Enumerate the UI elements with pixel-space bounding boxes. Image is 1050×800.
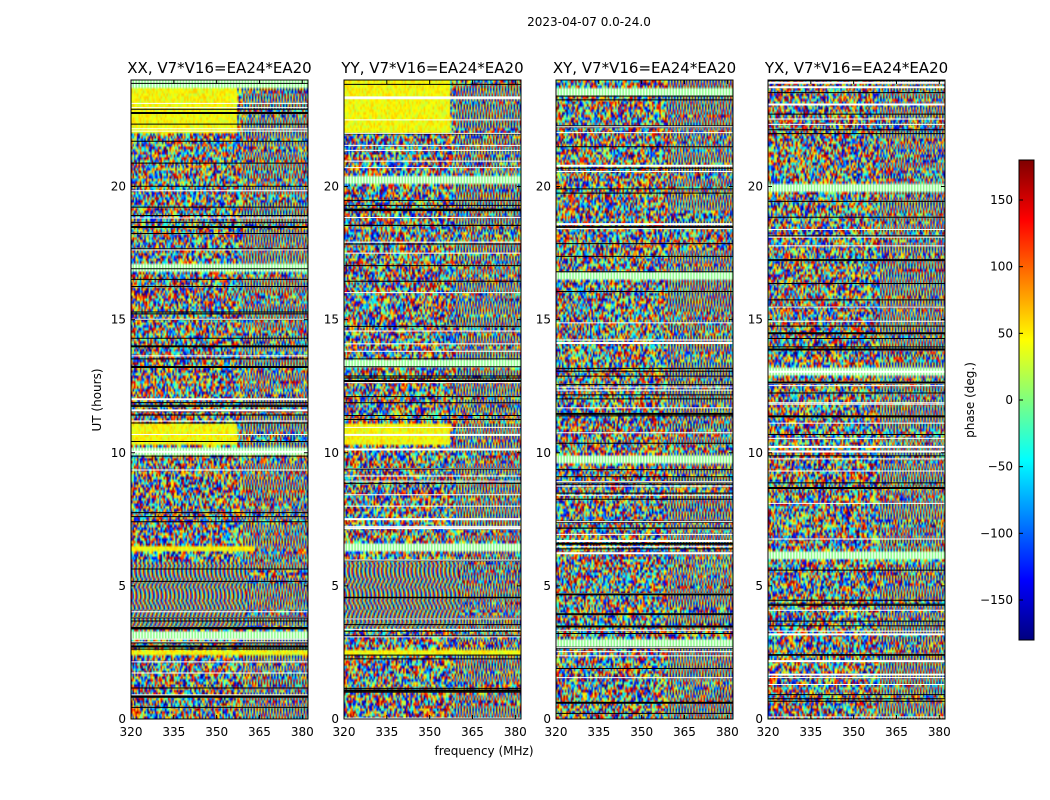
colorbar-label: phase (deg.) (963, 362, 977, 438)
figure-title: 2023-04-07 0.0-24.0 (527, 15, 651, 29)
y-tick-label: 15 (324, 313, 339, 327)
x-tick-label: 335 (375, 725, 398, 739)
colorbar-tick-label: −100 (980, 526, 1013, 540)
y-tick-label: 20 (536, 180, 551, 194)
x-axis-label: frequency (MHz) (434, 744, 533, 758)
colorbar: −150 −100 −50 0 50 100 150 phase (deg.) (963, 159, 1035, 641)
y-tick-label: 15 (536, 313, 551, 327)
y-tick-label: 10 (324, 446, 339, 460)
y-tick-label: 15 (111, 313, 126, 327)
colorbar-tick-label: −50 (988, 460, 1013, 474)
phase-image (768, 80, 945, 719)
y-axis-label: UT (hours) (90, 368, 104, 431)
y-tick-label: 10 (748, 446, 763, 460)
y-tick-label: 10 (536, 446, 551, 460)
x-tick-label: 380 (716, 725, 739, 739)
x-tick-label: 320 (333, 725, 356, 739)
phase-image (344, 80, 521, 719)
x-tick-label: 365 (461, 725, 484, 739)
colorbar-tick-label: 0 (1005, 393, 1013, 407)
x-tick-label: 365 (885, 725, 908, 739)
x-tick-label: 335 (587, 725, 610, 739)
colorbar-tick-label: 100 (990, 260, 1013, 274)
y-tick-label: 0 (331, 712, 339, 726)
x-tick-label: 350 (842, 725, 865, 739)
y-tick-label: 0 (755, 712, 763, 726)
x-tick-label: 320 (120, 725, 143, 739)
panel-title: XX, V7*V16=EA24*EA20 (127, 59, 311, 77)
x-tick-label: 350 (630, 725, 653, 739)
x-tick-label: 380 (928, 725, 951, 739)
panel-yx: YX, V7*V16=EA24*EA20 320 335 350 365 380 0 5 10 1… (748, 59, 951, 739)
panel-title: YY, V7*V16=EA24*EA20 (340, 59, 523, 77)
y-tick-label: 20 (748, 180, 763, 194)
x-tick-label: 365 (673, 725, 696, 739)
x-tick-label: 350 (418, 725, 441, 739)
panel-title: XY, V7*V16=EA24*EA20 (553, 59, 736, 77)
axes-frame (343, 79, 522, 720)
y-tick-label: 5 (118, 579, 126, 593)
axes-frame (767, 79, 946, 720)
x-tick-label: 320 (757, 725, 780, 739)
y-tick-label: 0 (543, 712, 551, 726)
panel-title: YX, V7*V16=EA24*EA20 (764, 59, 948, 77)
axes-frame (130, 79, 309, 720)
y-tick-label: 5 (543, 579, 551, 593)
panel-xx: XX, V7*V16=EA24*EA20 320 335 350 365 380 0 5 10 1… (111, 59, 314, 739)
colorbar-tick-label: 150 (990, 193, 1013, 207)
x-tick-label: 365 (248, 725, 271, 739)
panels: XX, V7*V16=EA24*EA20 320 335 350 365 380 0 5 10 1… (111, 59, 951, 739)
x-tick-label: 380 (291, 725, 314, 739)
y-tick-label: 10 (111, 446, 126, 460)
x-tick-label: 335 (799, 725, 822, 739)
y-tick-label: 15 (748, 313, 763, 327)
panel-xy: XY, V7*V16=EA24*EA20 320 335 350 365 380 0 5 10 1… (536, 59, 739, 739)
x-tick-label: 350 (205, 725, 228, 739)
y-tick-label: 5 (755, 579, 763, 593)
x-tick-label: 320 (545, 725, 568, 739)
x-tick-label: 335 (162, 725, 185, 739)
colorbar-tick-label: 50 (998, 326, 1013, 340)
x-tick-label: 380 (504, 725, 527, 739)
y-tick-label: 20 (324, 180, 339, 194)
y-tick-label: 20 (111, 180, 126, 194)
axes-frame (555, 79, 734, 720)
panel-yy: YY, V7*V16=EA24*EA20 320 335 350 365 380 0 5 10 1… (324, 59, 527, 739)
y-tick-label: 5 (331, 579, 339, 593)
colorbar-tick-label: −150 (980, 593, 1013, 607)
y-tick-label: 0 (118, 712, 126, 726)
phase-image (556, 80, 733, 719)
